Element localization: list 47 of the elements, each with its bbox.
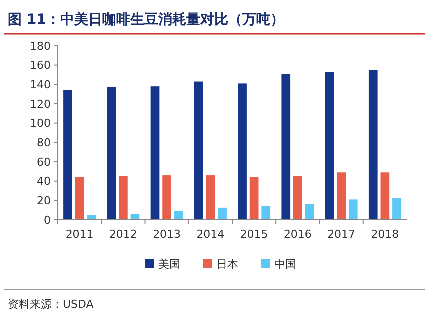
bar	[162, 176, 172, 220]
y-tick-label: 60	[37, 156, 51, 169]
bar	[325, 72, 334, 220]
legend-label: 日本	[216, 258, 238, 271]
x-tick-label: 2011	[66, 228, 94, 241]
y-tick-label: 0	[44, 214, 51, 227]
y-tick-label: 20	[37, 194, 51, 208]
bar	[305, 204, 314, 220]
x-tick-label: 2015	[240, 228, 268, 241]
y-tick-label: 120	[30, 98, 51, 111]
bar	[218, 208, 227, 220]
x-tick-label: 2016	[284, 228, 312, 241]
bar	[206, 176, 216, 220]
bar	[380, 172, 390, 220]
text: 资料来源：USDA	[8, 298, 94, 311]
bar	[107, 87, 116, 220]
legend-label: 美国	[158, 258, 180, 271]
bar	[150, 86, 160, 220]
x-tick-label: 2014	[196, 228, 225, 241]
bar	[75, 177, 84, 220]
bar	[119, 176, 128, 220]
bar	[262, 206, 271, 220]
y-tick-label: 40	[37, 175, 51, 188]
bar	[348, 200, 358, 220]
bar	[174, 211, 184, 220]
bar	[368, 70, 378, 220]
bar	[194, 82, 204, 220]
bar	[294, 176, 302, 220]
x-tick-label: 2013	[153, 228, 182, 241]
x-tick-label: 2018	[371, 228, 400, 241]
chart-title: 图 11：中美日咖啡生豆消耗量对比（万吨）	[8, 11, 284, 28]
x-tick-label: 2012	[109, 228, 138, 241]
bar	[64, 90, 72, 220]
y-tick-label: 140	[30, 78, 51, 92]
bar	[238, 84, 247, 220]
y-tick-label: 180	[30, 40, 51, 53]
y-tick-label: 100	[30, 117, 51, 130]
bar	[337, 172, 346, 220]
bar	[250, 177, 259, 220]
y-tick-label: 160	[30, 59, 51, 72]
bar	[130, 214, 140, 220]
y-tick-label: 80	[37, 136, 51, 150]
bar	[87, 215, 96, 220]
x-tick-label: 2017	[328, 228, 356, 241]
bar	[392, 198, 402, 220]
bar	[282, 74, 291, 220]
legend-label: 中国	[274, 258, 296, 271]
